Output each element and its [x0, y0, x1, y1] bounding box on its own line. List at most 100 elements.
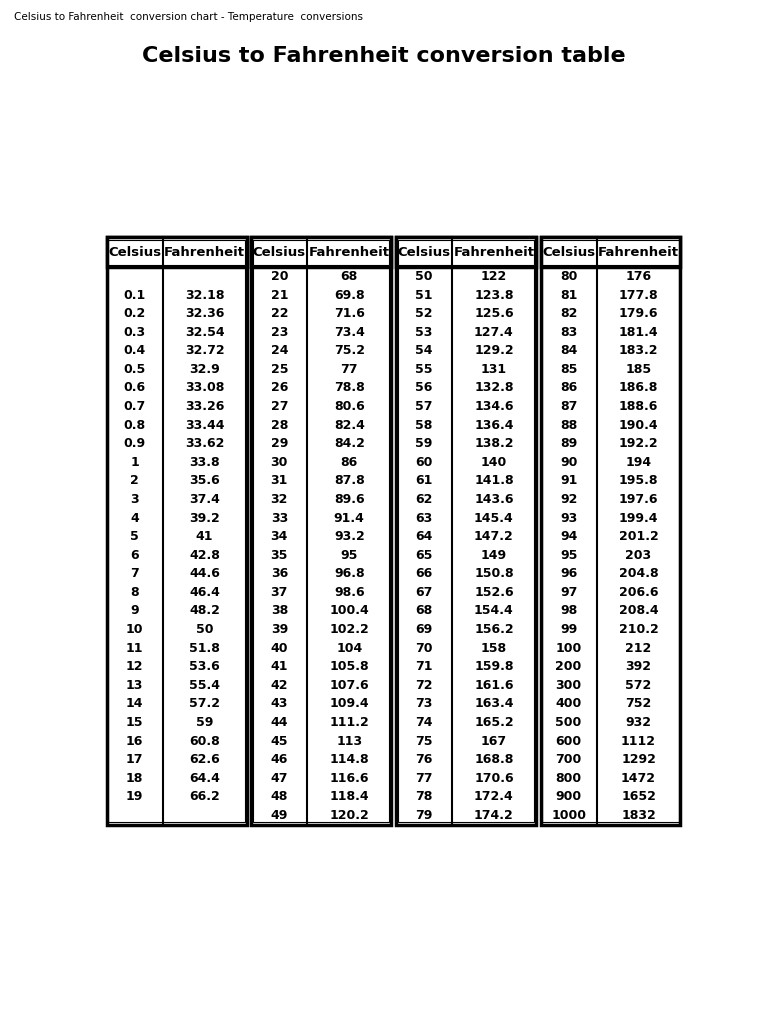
Text: 2: 2	[131, 474, 139, 487]
Text: 33.08: 33.08	[185, 382, 224, 394]
Text: 66.2: 66.2	[189, 791, 220, 803]
Text: Celsius to Fahrenheit  conversion chart - Temperature  conversions: Celsius to Fahrenheit conversion chart -…	[14, 12, 362, 23]
Text: 206.6: 206.6	[619, 586, 658, 599]
Text: 194: 194	[625, 456, 651, 469]
Text: 204.8: 204.8	[619, 567, 658, 581]
Text: 32.72: 32.72	[185, 344, 224, 357]
Text: 33: 33	[270, 512, 288, 524]
Text: 78.8: 78.8	[334, 382, 365, 394]
Bar	[108, 240, 245, 822]
Bar	[396, 238, 536, 267]
Text: 199.4: 199.4	[619, 512, 658, 524]
Text: 152.6: 152.6	[474, 586, 514, 599]
Text: 3: 3	[131, 493, 139, 506]
Text: 95: 95	[560, 549, 578, 562]
Text: 27: 27	[270, 400, 288, 413]
Text: 40: 40	[270, 642, 288, 654]
Text: 156.2: 156.2	[474, 623, 514, 636]
Text: Fahrenheit: Fahrenheit	[309, 246, 389, 259]
Text: 68: 68	[415, 604, 432, 617]
Text: 82: 82	[560, 307, 578, 321]
Text: 18: 18	[126, 772, 144, 784]
Text: 53: 53	[415, 326, 432, 339]
Text: 28: 28	[270, 419, 288, 432]
Text: 44: 44	[270, 716, 288, 729]
Text: 183.2: 183.2	[619, 344, 658, 357]
Bar	[542, 240, 679, 265]
Text: 11: 11	[126, 642, 144, 654]
Text: 78: 78	[415, 791, 432, 803]
Text: 1292: 1292	[621, 753, 656, 766]
Text: 118.4: 118.4	[329, 791, 369, 803]
Bar	[251, 238, 391, 824]
Bar	[251, 238, 391, 267]
Text: 10: 10	[126, 623, 144, 636]
Text: 44.6: 44.6	[189, 567, 220, 581]
Text: 800: 800	[555, 772, 581, 784]
Bar	[398, 240, 534, 822]
Text: 75.2: 75.2	[334, 344, 365, 357]
Text: 37: 37	[270, 586, 288, 599]
Text: 4: 4	[131, 512, 139, 524]
Text: 71.6: 71.6	[334, 307, 365, 321]
Text: Celsius: Celsius	[397, 246, 451, 259]
Text: 127.4: 127.4	[474, 326, 514, 339]
Text: 7: 7	[131, 567, 139, 581]
Text: 88: 88	[560, 419, 578, 432]
Text: 12: 12	[126, 660, 144, 673]
Text: Celsius: Celsius	[542, 246, 595, 259]
Text: Celsius: Celsius	[108, 246, 161, 259]
Text: 80.6: 80.6	[334, 400, 365, 413]
Text: 192.2: 192.2	[619, 437, 658, 451]
Text: 100: 100	[555, 642, 581, 654]
Text: 179.6: 179.6	[619, 307, 658, 321]
Text: 87: 87	[560, 400, 578, 413]
Text: 69.8: 69.8	[334, 289, 365, 301]
Text: 33.44: 33.44	[185, 419, 224, 432]
Text: 94: 94	[560, 530, 578, 543]
Text: 42.8: 42.8	[189, 549, 220, 562]
Text: 35: 35	[270, 549, 288, 562]
Text: 5: 5	[131, 530, 139, 543]
Text: 138.2: 138.2	[474, 437, 514, 451]
Text: 24: 24	[270, 344, 288, 357]
Text: 32: 32	[270, 493, 288, 506]
Text: 53.6: 53.6	[189, 660, 220, 673]
Text: 60.8: 60.8	[189, 734, 220, 748]
Text: 71: 71	[415, 660, 432, 673]
Text: 35.6: 35.6	[189, 474, 220, 487]
Text: 33.26: 33.26	[185, 400, 224, 413]
Text: 50: 50	[196, 623, 214, 636]
Text: 400: 400	[555, 697, 581, 711]
Text: 392: 392	[625, 660, 651, 673]
Text: 69: 69	[415, 623, 432, 636]
Text: 57: 57	[415, 400, 432, 413]
Text: 167: 167	[481, 734, 507, 748]
Text: 32.54: 32.54	[185, 326, 224, 339]
Text: 0.9: 0.9	[124, 437, 146, 451]
Text: 38: 38	[270, 604, 288, 617]
Bar	[398, 240, 534, 265]
Text: 30: 30	[270, 456, 288, 469]
Text: 99: 99	[560, 623, 578, 636]
Text: 158: 158	[481, 642, 507, 654]
Text: 203: 203	[625, 549, 651, 562]
Text: 161.6: 161.6	[474, 679, 514, 692]
Text: Fahrenheit: Fahrenheit	[453, 246, 535, 259]
Text: 104: 104	[336, 642, 362, 654]
Text: 47: 47	[270, 772, 288, 784]
Text: Fahrenheit: Fahrenheit	[598, 246, 679, 259]
Text: 46: 46	[270, 753, 288, 766]
Text: 129.2: 129.2	[474, 344, 514, 357]
Bar	[396, 238, 536, 824]
Text: 33.8: 33.8	[189, 456, 220, 469]
Text: 26: 26	[270, 382, 288, 394]
Text: 57.2: 57.2	[189, 697, 220, 711]
Text: 105.8: 105.8	[329, 660, 369, 673]
Text: 58: 58	[415, 419, 432, 432]
Text: 22: 22	[270, 307, 288, 321]
Text: 23: 23	[270, 326, 288, 339]
Text: 140: 140	[481, 456, 507, 469]
Bar	[107, 238, 247, 267]
Text: 212: 212	[625, 642, 652, 654]
